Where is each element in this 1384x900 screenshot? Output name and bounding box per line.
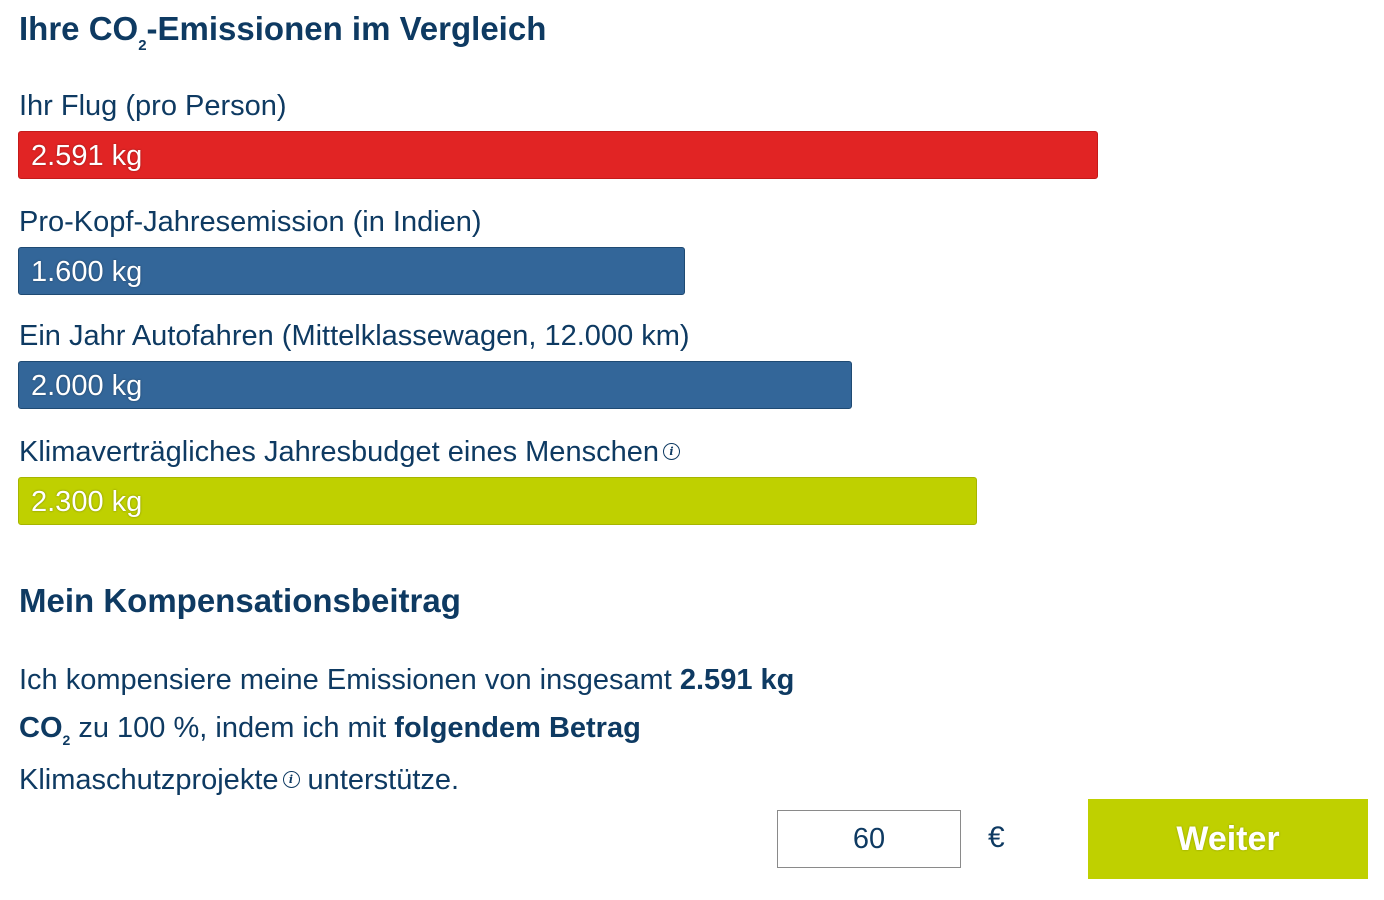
compensation-bold-amount-phrase: folgendem Betrag <box>394 712 641 744</box>
page-title: Ihre CO2-Emissionen im Vergleich <box>19 8 546 57</box>
comparison-label-text: Pro-Kopf-Jahresemission (in Indien) <box>19 206 482 238</box>
comparison-bar-value: 1.600 kg <box>31 256 143 288</box>
compensation-text-2: zu 100 %, indem ich mit <box>70 712 395 744</box>
next-button[interactable]: Weiter <box>1088 799 1368 879</box>
title-suffix: -Emissionen im Vergleich <box>146 10 547 47</box>
title-subscript: 2 <box>138 37 147 54</box>
compensation-text-4: unterstütze. <box>299 764 460 796</box>
info-icon[interactable]: i <box>662 443 680 460</box>
compensation-text-3: Klimaschutzprojekte <box>19 764 279 796</box>
compensation-amount-text: 2.591 kg CO <box>19 664 795 744</box>
comparison-bar-car: 2.000 kg <box>18 361 852 409</box>
comparison-bar-value: 2.591 kg <box>31 140 143 172</box>
comparison-bar-budget: 2.300 kg <box>18 477 977 525</box>
comparison-label-india: Pro-Kopf-Jahresemission (in Indien) <box>19 204 482 240</box>
compensation-amount: 2.591 kg CO2 <box>19 664 795 748</box>
compensation-heading: Mein Kompensationsbeitrag <box>19 582 461 619</box>
comparison-label-car: Ein Jahr Autofahren (Mittelklassewagen, … <box>19 318 690 354</box>
comparison-bar-india: 1.600 kg <box>18 247 685 295</box>
comparison-bar-value: 2.300 kg <box>31 486 143 518</box>
amount-input[interactable] <box>777 810 961 868</box>
comparison-label-flight: Ihr Flug (pro Person) <box>19 88 287 124</box>
comparison-bar-value: 2.000 kg <box>31 370 143 402</box>
comparison-bar-flight: 2.591 kg <box>18 131 1098 179</box>
comparison-label-text: Klimaverträgliches Jahresbudget eines Me… <box>19 436 659 468</box>
comparison-label-text: Ein Jahr Autofahren (Mittelklassewagen, … <box>19 320 690 352</box>
title-prefix: Ihre CO <box>19 10 139 47</box>
comparison-label-text: Ihr Flug (pro Person) <box>19 90 287 122</box>
compensation-description: Ich kompensiere meine Emissionen von ins… <box>19 656 849 804</box>
compensation-amount-subscript: 2 <box>62 732 71 748</box>
comparison-label-budget: Klimaverträgliches Jahresbudget eines Me… <box>19 434 680 470</box>
info-icon[interactable]: i <box>282 771 300 788</box>
currency-symbol: € <box>988 821 1005 854</box>
compensation-text-1: Ich kompensiere meine Emissionen von ins… <box>19 664 680 696</box>
